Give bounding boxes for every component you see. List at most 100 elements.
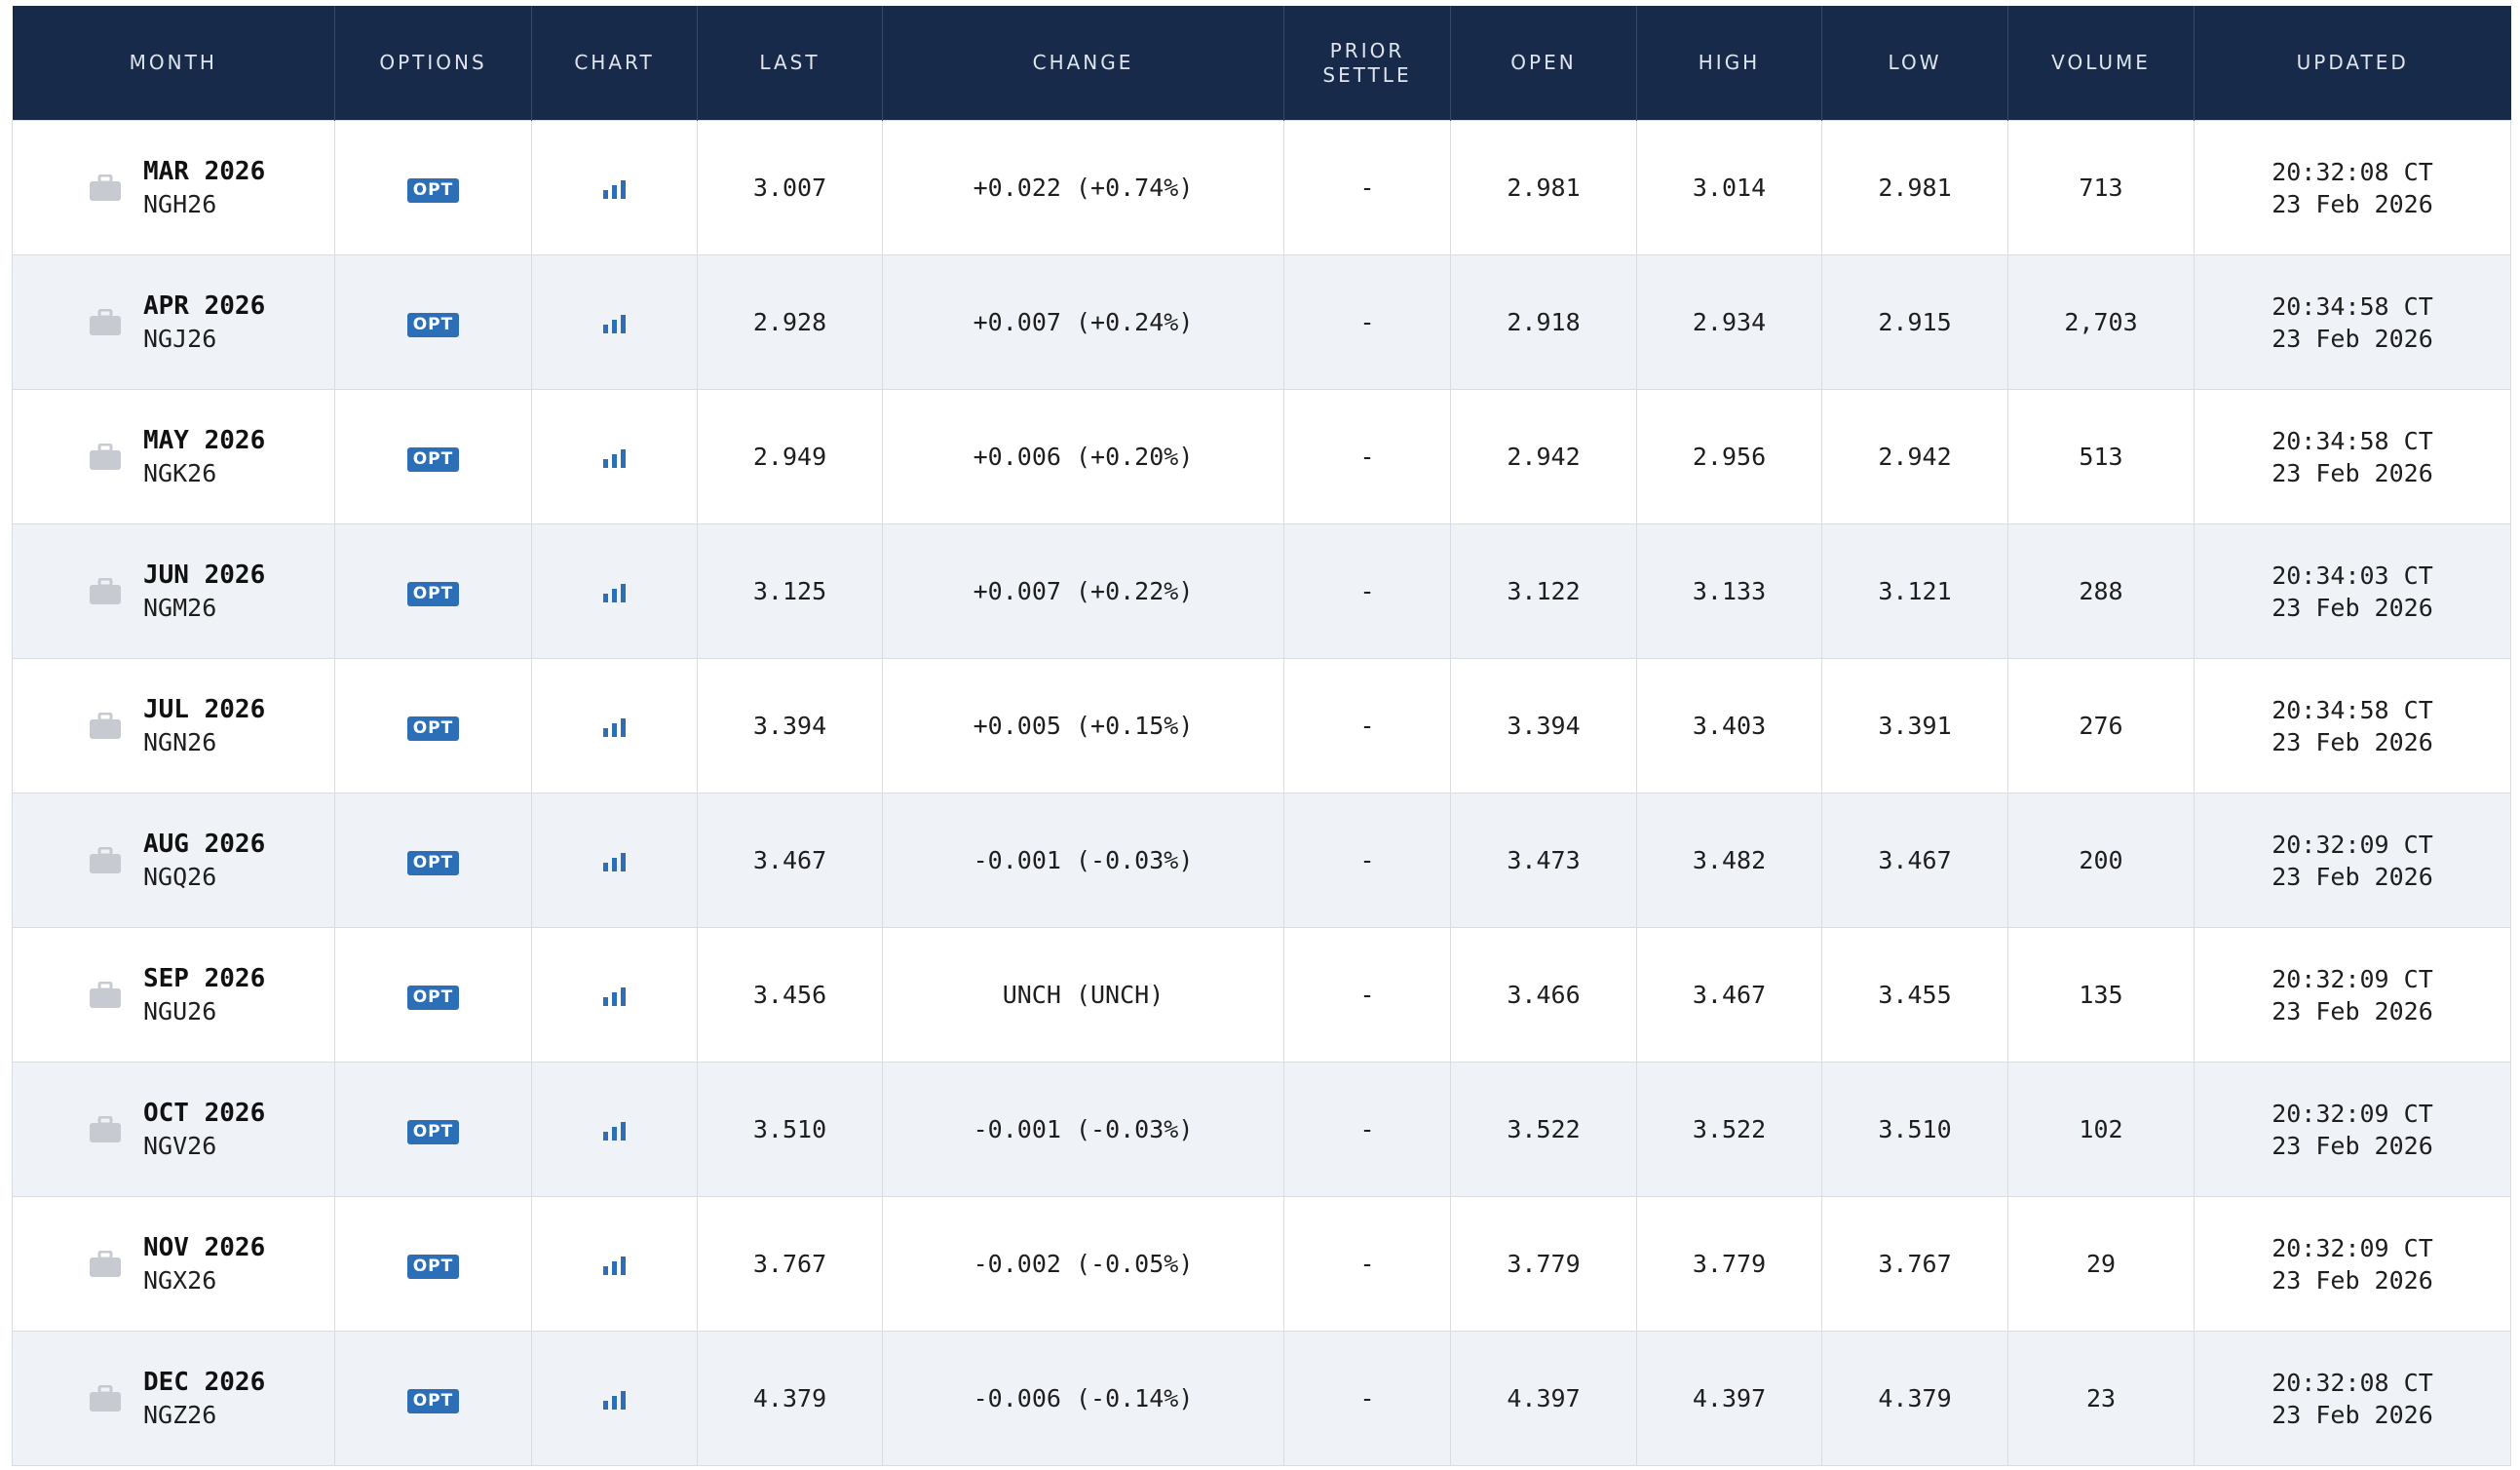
options-button[interactable]: OPT xyxy=(406,1389,460,1413)
options-button[interactable]: OPT xyxy=(406,178,460,203)
volume-value: 288 xyxy=(2007,523,2195,659)
open-value: 3.779 xyxy=(1450,1196,1637,1332)
bar-chart-icon[interactable] xyxy=(601,313,629,334)
options-cell: OPT xyxy=(334,658,532,793)
updated-date: 23 Feb 2026 xyxy=(2272,189,2433,218)
briefcase-icon[interactable] xyxy=(89,174,122,202)
options-button[interactable]: OPT xyxy=(406,1120,460,1144)
options-button[interactable]: OPT xyxy=(406,986,460,1010)
updated-cell: 20:34:58 CT 23 Feb 2026 xyxy=(2194,658,2511,793)
contract-month[interactable]: JUL 2026 xyxy=(143,694,266,724)
open-value: 2.981 xyxy=(1450,120,1637,255)
low-value: 2.915 xyxy=(1821,254,2008,390)
prior-settle-value: - xyxy=(1283,793,1451,928)
updated-cell: 20:34:03 CT 23 Feb 2026 xyxy=(2194,523,2511,659)
options-button[interactable]: OPT xyxy=(406,313,460,337)
contract-month[interactable]: AUG 2026 xyxy=(143,829,266,859)
high-value: 3.482 xyxy=(1636,793,1822,928)
header-updated[interactable]: UPDATED xyxy=(2194,6,2511,121)
header-month[interactable]: MONTH xyxy=(12,6,335,121)
bar-chart-icon[interactable] xyxy=(601,447,629,469)
low-value: 2.942 xyxy=(1821,389,2008,524)
header-open[interactable]: OPEN xyxy=(1450,6,1637,121)
bar-chart-icon[interactable] xyxy=(601,178,629,200)
bar-chart-icon[interactable] xyxy=(601,1389,629,1411)
open-value: 3.466 xyxy=(1450,927,1637,1063)
change-value: +0.007 (+0.24%) xyxy=(882,254,1284,390)
month-wrap: DEC 2026 NGZ26 xyxy=(89,1367,265,1431)
header-change[interactable]: CHANGE xyxy=(882,6,1284,121)
contract-code: NGX26 xyxy=(143,1265,217,1295)
high-value: 3.779 xyxy=(1636,1196,1822,1332)
options-button[interactable]: OPT xyxy=(406,716,460,741)
chart-cell xyxy=(531,927,698,1063)
contract-month[interactable]: MAR 2026 xyxy=(143,156,266,186)
updated-time: 20:34:58 CT xyxy=(2272,426,2433,455)
open-value: 3.522 xyxy=(1450,1062,1637,1197)
contract-month[interactable]: MAY 2026 xyxy=(143,425,266,455)
briefcase-icon[interactable] xyxy=(89,1384,122,1412)
chart-cell xyxy=(531,120,698,255)
contract-month[interactable]: NOV 2026 xyxy=(143,1232,266,1262)
briefcase-icon[interactable] xyxy=(89,981,122,1009)
contract-code: NGJ26 xyxy=(143,324,217,353)
contract-code: NGM26 xyxy=(143,593,217,622)
header-volume[interactable]: VOLUME xyxy=(2007,6,2195,121)
chart-cell xyxy=(531,658,698,793)
low-value: 3.467 xyxy=(1821,793,2008,928)
bar-chart-icon[interactable] xyxy=(601,582,629,603)
briefcase-icon[interactable] xyxy=(89,846,122,874)
updated-time: 20:32:08 CT xyxy=(2272,1368,2433,1397)
briefcase-icon[interactable] xyxy=(89,577,122,605)
briefcase-icon[interactable] xyxy=(89,443,122,471)
chart-cell xyxy=(531,254,698,390)
options-button[interactable]: OPT xyxy=(406,851,460,875)
header-prior-settle[interactable]: PRIOR SETTLE xyxy=(1283,6,1451,121)
briefcase-icon[interactable] xyxy=(89,1115,122,1143)
change-value: +0.007 (+0.22%) xyxy=(882,523,1284,659)
briefcase-icon[interactable] xyxy=(89,308,122,336)
volume-value: 200 xyxy=(2007,793,2195,928)
options-cell: OPT xyxy=(334,120,532,255)
briefcase-icon[interactable] xyxy=(89,1250,122,1278)
options-cell: OPT xyxy=(334,1331,532,1466)
month-wrap: JUL 2026 NGN26 xyxy=(89,694,265,758)
bar-chart-icon[interactable] xyxy=(601,716,629,738)
month-text: JUN 2026 NGM26 xyxy=(143,560,265,624)
contract-month[interactable]: SEP 2026 xyxy=(143,963,266,993)
month-text: AUG 2026 NGQ26 xyxy=(143,829,265,893)
header-low[interactable]: LOW xyxy=(1821,6,2008,121)
bar-chart-icon[interactable] xyxy=(601,1120,629,1141)
open-value: 4.397 xyxy=(1450,1331,1637,1466)
contract-code: NGV26 xyxy=(143,1131,217,1160)
month-cell: AUG 2026 NGQ26 xyxy=(12,793,335,928)
options-button[interactable]: OPT xyxy=(406,1255,460,1279)
table-row: DEC 2026 NGZ26 OPT 4.379 -0.006 (-0.14%)… xyxy=(12,1331,2511,1466)
bar-chart-icon[interactable] xyxy=(601,851,629,872)
contract-code: NGK26 xyxy=(143,458,217,487)
contract-month[interactable]: DEC 2026 xyxy=(143,1367,266,1397)
last-value: 3.767 xyxy=(697,1196,883,1332)
month-cell: SEP 2026 NGU26 xyxy=(12,927,335,1063)
contract-month[interactable]: JUN 2026 xyxy=(143,560,266,590)
volume-value: 29 xyxy=(2007,1196,2195,1332)
low-value: 3.767 xyxy=(1821,1196,2008,1332)
options-button[interactable]: OPT xyxy=(406,447,460,472)
options-cell: OPT xyxy=(334,1196,532,1332)
month-text: NOV 2026 NGX26 xyxy=(143,1232,265,1296)
contract-month[interactable]: APR 2026 xyxy=(143,290,266,321)
updated-date: 23 Feb 2026 xyxy=(2272,458,2433,487)
header-last[interactable]: LAST xyxy=(697,6,883,121)
bar-chart-icon[interactable] xyxy=(601,986,629,1007)
open-value: 3.394 xyxy=(1450,658,1637,793)
options-button[interactable]: OPT xyxy=(406,582,460,606)
prior-settle-value: - xyxy=(1283,1331,1451,1466)
options-cell: OPT xyxy=(334,523,532,659)
header-high[interactable]: HIGH xyxy=(1636,6,1822,121)
open-value: 3.473 xyxy=(1450,793,1637,928)
bar-chart-icon[interactable] xyxy=(601,1255,629,1276)
month-cell: APR 2026 NGJ26 xyxy=(12,254,335,390)
briefcase-icon[interactable] xyxy=(89,712,122,740)
contract-month[interactable]: OCT 2026 xyxy=(143,1098,266,1128)
low-value: 3.510 xyxy=(1821,1062,2008,1197)
